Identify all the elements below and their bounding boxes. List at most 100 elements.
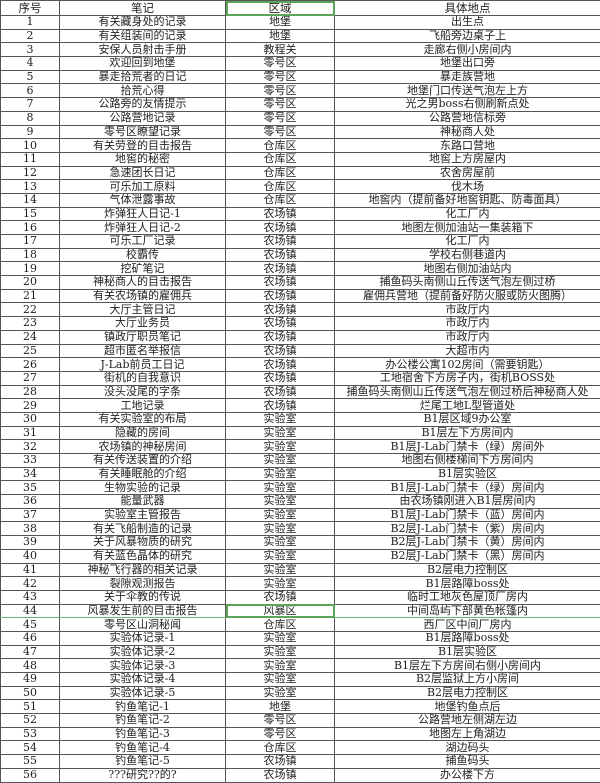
cell-location[interactable]: 捕鱼码头南侧山丘传送气泡左侧过桥后神秘商人处 (335, 385, 600, 399)
cell-area[interactable]: 农场镇 (226, 344, 335, 358)
cell-index[interactable]: 24 (1, 330, 60, 344)
cell-location[interactable]: 市政厅内 (335, 330, 600, 344)
cell-location[interactable]: B2层J-Lab门禁卡（黄）房间内 (335, 536, 600, 550)
cell-area[interactable]: 农场镇 (226, 590, 335, 604)
cell-index[interactable]: 18 (1, 248, 60, 262)
cell-location[interactable]: 由农场镇刚进入B1层房间内 (335, 495, 600, 509)
cell-index[interactable]: 34 (1, 467, 60, 481)
cell-index[interactable]: 15 (1, 207, 60, 221)
cell-location[interactable]: 办公楼下方 (335, 768, 600, 782)
cell-note[interactable]: 农场镇的神秘房间 (60, 440, 226, 454)
cell-note[interactable]: 有关藏身处的记录 (60, 16, 226, 30)
cell-note[interactable]: 有关组装间的记录 (60, 29, 226, 43)
cell-area[interactable]: 实验室 (226, 631, 335, 645)
cell-note[interactable]: 有关农场镇的雇佣兵 (60, 289, 226, 303)
cell-area[interactable]: 农场镇 (226, 207, 335, 221)
cell-area[interactable]: 农场镇 (226, 248, 335, 262)
cell-index[interactable]: 13 (1, 180, 60, 194)
cell-index[interactable]: 43 (1, 590, 60, 604)
cell-location[interactable]: 捕鱼码头南侧山丘传送气泡左侧过桥 (335, 276, 600, 290)
cell-location[interactable]: 农舍房屋前 (335, 166, 600, 180)
cell-area[interactable]: 仓库区 (226, 166, 335, 180)
cell-index[interactable]: 19 (1, 262, 60, 276)
cell-location[interactable]: 地窖内（提前备好地窖钥匙、防毒面具） (335, 193, 600, 207)
cell-note[interactable]: 风暴发生前的目击报告 (60, 604, 226, 618)
cell-index[interactable]: 55 (1, 755, 60, 769)
cell-location[interactable]: B1层左下方房间内 (335, 426, 600, 440)
cell-location[interactable]: 办公楼公寓102房间（需要钥匙） (335, 358, 600, 372)
cell-index[interactable]: 2 (1, 29, 60, 43)
cell-note[interactable]: 暴走拾荒者的日记 (60, 70, 226, 84)
cell-area[interactable]: 农场镇 (226, 358, 335, 372)
cell-note[interactable]: 挖矿笔记 (60, 262, 226, 276)
cell-area[interactable]: 零号区 (226, 57, 335, 71)
cell-location[interactable]: 伐木场 (335, 180, 600, 194)
cell-area[interactable]: 农场镇 (226, 317, 335, 331)
cell-location[interactable]: 工地宿舍下方房子内，街机BOSS处 (335, 371, 600, 385)
cell-note[interactable]: 炸弹狂人日记-1 (60, 207, 226, 221)
cell-location[interactable]: 地窖上方房屋内 (335, 152, 600, 166)
cell-area[interactable]: 实验室 (226, 440, 335, 454)
cell-area[interactable]: 实验室 (226, 454, 335, 468)
cell-note[interactable]: 实验体记录-2 (60, 645, 226, 659)
cell-location[interactable]: 地图左侧加油站一集装箱下 (335, 221, 600, 235)
cell-note[interactable]: 有关飞船制造的记录 (60, 522, 226, 536)
cell-note[interactable]: 街机的自我意识 (60, 371, 226, 385)
cell-area[interactable]: 地堡 (226, 29, 335, 43)
cell-location[interactable]: 光之男boss右侧刷新点处 (335, 98, 600, 112)
cell-area[interactable]: 零号区 (226, 84, 335, 98)
cell-location[interactable]: 地图右侧加油站内 (335, 262, 600, 276)
cell-location[interactable]: B1层路障boss处 (335, 577, 600, 591)
cell-area[interactable]: 实验室 (226, 673, 335, 687)
cell-location[interactable]: 地堡门口传送气泡左上方 (335, 84, 600, 98)
cell-location[interactable]: B1层区域9办公室 (335, 412, 600, 426)
cell-area[interactable]: 零号区 (226, 70, 335, 84)
cell-location[interactable]: 捕鱼码头 (335, 755, 600, 769)
cell-note[interactable]: 实验室主管报告 (60, 508, 226, 522)
cell-location[interactable]: B2层电力控制区 (335, 563, 600, 577)
cell-note[interactable]: 大厅主管日记 (60, 303, 226, 317)
cell-area[interactable]: 仓库区 (226, 741, 335, 755)
cell-index[interactable]: 35 (1, 481, 60, 495)
cell-note[interactable]: 可乐加工原料 (60, 180, 226, 194)
cell-location[interactable]: 暴走族营地 (335, 70, 600, 84)
cell-note[interactable]: 急速团长日记 (60, 166, 226, 180)
cell-area[interactable]: 实验室 (226, 481, 335, 495)
cell-index[interactable]: 9 (1, 125, 60, 139)
cell-note[interactable]: 神秘飞行器的相关记录 (60, 563, 226, 577)
cell-location[interactable]: 临时工地灰色屋顶厂房内 (335, 590, 600, 604)
cell-index[interactable]: 14 (1, 193, 60, 207)
cell-note[interactable]: 钓鱼笔记-1 (60, 700, 226, 714)
cell-index[interactable]: 51 (1, 700, 60, 714)
cell-index[interactable]: 48 (1, 659, 60, 673)
cell-index[interactable]: 36 (1, 495, 60, 509)
cell-note[interactable]: 零号区山洞秘闻 (60, 618, 226, 632)
cell-location[interactable]: 地图左上角湖边 (335, 727, 600, 741)
cell-location[interactable]: 公路营地左侧湖左边 (335, 714, 600, 728)
cell-area[interactable]: 仓库区 (226, 139, 335, 153)
cell-note[interactable]: 关于伞教的传说 (60, 590, 226, 604)
cell-location[interactable]: 中间岛屿下部黄色帐篷内 (335, 604, 600, 618)
cell-note[interactable]: 有关蓝色晶体的研究 (60, 549, 226, 563)
cell-note[interactable]: 公路旁的友情提示 (60, 98, 226, 112)
cell-location[interactable]: 大超市内 (335, 344, 600, 358)
cell-area[interactable]: 实验室 (226, 577, 335, 591)
cell-index[interactable]: 40 (1, 549, 60, 563)
cell-location[interactable]: 市政厅内 (335, 303, 600, 317)
cell-location[interactable]: 东路口营地 (335, 139, 600, 153)
cell-index[interactable]: 29 (1, 399, 60, 413)
cell-location[interactable]: B2层监狱上方小房间 (335, 673, 600, 687)
header-area[interactable]: 区域 (226, 1, 335, 16)
cell-index[interactable]: 38 (1, 522, 60, 536)
cell-note[interactable]: 有关传送装置的介绍 (60, 454, 226, 468)
cell-index[interactable]: 52 (1, 714, 60, 728)
cell-note[interactable]: 实验体记录-1 (60, 631, 226, 645)
cell-index[interactable]: 46 (1, 631, 60, 645)
cell-index[interactable]: 44 (1, 604, 60, 618)
cell-index[interactable]: 26 (1, 358, 60, 372)
cell-note[interactable]: 没头没尾的字条 (60, 385, 226, 399)
cell-area[interactable]: 农场镇 (226, 221, 335, 235)
cell-index[interactable]: 22 (1, 303, 60, 317)
cell-note[interactable]: 大厅业务员 (60, 317, 226, 331)
cell-note[interactable]: 生物实验的记录 (60, 481, 226, 495)
